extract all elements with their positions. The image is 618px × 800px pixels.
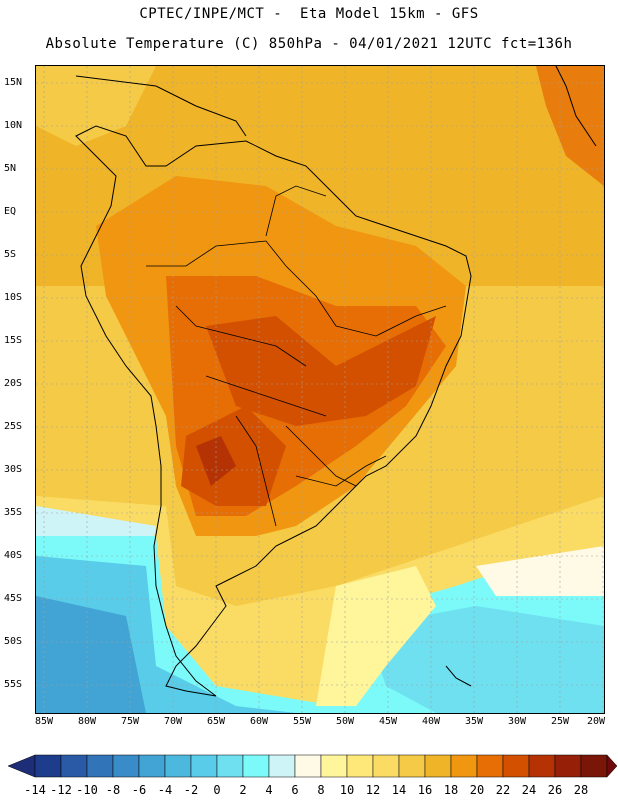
lat-label: 5N (4, 163, 17, 174)
lon-label: 80W (77, 716, 97, 727)
lon-label: 20W (586, 716, 606, 727)
legend-tick-label: -14 (24, 783, 46, 797)
legend-tick-label: 10 (339, 783, 355, 797)
legend-swatch (164, 754, 192, 778)
legend-tick-label: 16 (417, 783, 433, 797)
lat-label: 15S (4, 335, 23, 346)
lat-label: 55S (4, 679, 23, 690)
lon-label: 45W (378, 716, 398, 727)
legend-tick-label: -4 (157, 783, 173, 797)
lat-label: 15N (4, 77, 23, 88)
lon-label: 25W (550, 716, 570, 727)
legend-swatch (372, 754, 400, 778)
temperature-color-legend (7, 754, 618, 778)
map-title-line-1: CPTEC/INPE/MCT - Eta Model 15km - GFS (139, 6, 479, 22)
legend-tick-label: -12 (50, 783, 72, 797)
lon-label: 75W (120, 716, 140, 727)
legend-swatch (112, 754, 140, 778)
legend-swatch (320, 754, 348, 778)
legend-tick-label: 14 (391, 783, 407, 797)
legend-swatch (346, 754, 374, 778)
temperature-field (36, 66, 604, 713)
legend-high-arrow (606, 754, 618, 778)
legend-tick-label: -8 (105, 783, 121, 797)
lat-label: 35S (4, 507, 23, 518)
legend-swatch (450, 754, 478, 778)
lat-label: 10S (4, 292, 23, 303)
legend-swatch (216, 754, 244, 778)
legend-tick-label: 26 (547, 783, 563, 797)
legend-tick-label: -10 (76, 783, 98, 797)
legend-low-arrow (7, 754, 36, 778)
legend-tick-label: 0 (213, 783, 221, 797)
lat-label: 40S (4, 550, 23, 561)
legend-swatch (242, 754, 270, 778)
legend-swatch (34, 754, 62, 778)
legend-tick-label: 2 (239, 783, 247, 797)
legend-swatch (502, 754, 530, 778)
lon-label: 85W (34, 716, 54, 727)
legend-swatch (554, 754, 582, 778)
legend-swatch (424, 754, 452, 778)
legend-tick-label: 18 (443, 783, 459, 797)
lat-label: 20S (4, 378, 23, 389)
lon-label: 50W (335, 716, 355, 727)
legend-tick-label: 20 (469, 783, 485, 797)
lat-label: 25S (4, 421, 23, 432)
lat-label: 10N (4, 120, 23, 131)
temperature-map (35, 65, 605, 714)
legend-swatch (86, 754, 114, 778)
legend-tick-label: 24 (521, 783, 537, 797)
lat-label: 30S (4, 464, 23, 475)
lon-label: 30W (507, 716, 527, 727)
legend-tick-label: -6 (131, 783, 147, 797)
legend-tick-label: 6 (291, 783, 299, 797)
legend-swatch (528, 754, 556, 778)
lon-label: 55W (292, 716, 312, 727)
legend-swatch (580, 754, 608, 778)
map-title-line-2: Absolute Temperature (C) 850hPa - 04/01/… (45, 36, 573, 52)
legend-tick-label: -2 (183, 783, 199, 797)
legend-tick-label: 8 (317, 783, 325, 797)
legend-swatch (268, 754, 296, 778)
legend-tick-label: 22 (495, 783, 511, 797)
legend-tick-label: 12 (365, 783, 381, 797)
legend-tick-label: 4 (265, 783, 273, 797)
lat-label: 5S (4, 249, 17, 260)
legend-swatch (476, 754, 504, 778)
legend-swatch (398, 754, 426, 778)
legend-swatch (190, 754, 218, 778)
legend-tick-label: 28 (573, 783, 589, 797)
legend-swatch (138, 754, 166, 778)
country-borders (146, 185, 447, 527)
legend-swatch (60, 754, 88, 778)
legend-swatch (294, 754, 322, 778)
lat-label: 45S (4, 593, 23, 604)
lat-label: 50S (4, 636, 23, 647)
lon-label: 65W (206, 716, 226, 727)
coastline-outline (75, 66, 597, 697)
lon-label: 40W (421, 716, 441, 727)
lon-label: 35W (464, 716, 484, 727)
lat-label: EQ (4, 206, 17, 217)
lon-label: 70W (163, 716, 183, 727)
lon-label: 60W (249, 716, 269, 727)
